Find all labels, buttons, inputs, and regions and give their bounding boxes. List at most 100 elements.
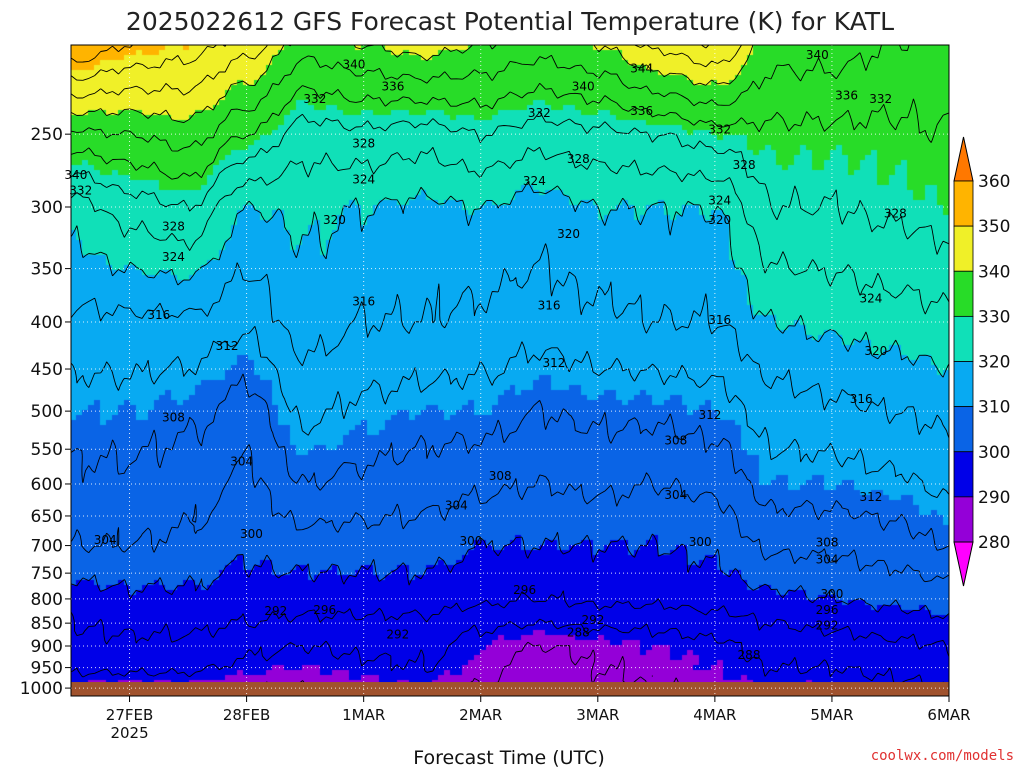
contour-line-300	[70, 532, 950, 620]
contour-label: 340	[342, 57, 365, 71]
y-tick-label: 850	[31, 614, 63, 634]
contour-label: 328	[733, 158, 756, 172]
contour-label: 316	[352, 294, 375, 308]
contour-labels: 340 332 328 324 316 312 308 304 304 300 292 296 332 3…	[64, 48, 906, 662]
contour-line-292	[70, 618, 950, 697]
y-tick-label: 250	[31, 125, 63, 145]
contour-label: 340	[64, 168, 87, 182]
plot-area: 340 332 328 324 316 312 308 304 304 300 292 296 332 3…	[64, 44, 950, 697]
contour-label: 292	[386, 628, 409, 642]
contour-label: 320	[864, 344, 887, 358]
contour-label: 312	[860, 490, 883, 504]
contour-label: 312	[699, 408, 722, 422]
contour-label: 324	[162, 250, 185, 264]
contour-label: 304	[445, 498, 468, 512]
colorbar-label: 280	[978, 533, 1010, 553]
contour-label: 324	[860, 291, 883, 305]
x-tick-label: 3MAR	[576, 706, 619, 724]
y-tick-label: 800	[31, 590, 63, 610]
y-tick-label: 700	[31, 537, 63, 557]
colorbar-arrow-top	[953, 136, 974, 182]
y-tick-label: 650	[31, 507, 63, 527]
contour-line-320	[70, 181, 950, 378]
y-tick-label: 400	[31, 313, 63, 333]
colorbar-label: 340	[978, 262, 1010, 282]
contour-label: 320	[708, 213, 731, 227]
contour-label: 308	[489, 469, 512, 483]
x-tick-label: 2MAR	[459, 706, 502, 724]
contour-label: 332	[303, 92, 326, 106]
colorbar-label: 290	[978, 488, 1010, 508]
contour-label: 288	[738, 648, 761, 662]
y-tick-label: 600	[31, 475, 63, 495]
contour-label: 328	[162, 220, 185, 234]
contour-label: 332	[869, 92, 892, 106]
contour-label: 304	[664, 488, 687, 502]
contour-line-348	[70, 44, 710, 81]
y-tick-label: 950	[31, 659, 63, 679]
contour-line-324	[70, 146, 950, 315]
y-tick-label: 500	[31, 402, 63, 422]
contour-label: 328	[884, 207, 907, 221]
contour-line-312	[70, 326, 950, 499]
contour-line-304	[70, 444, 950, 583]
contour-label: 300	[460, 534, 483, 548]
y-tick-label: 300	[31, 198, 63, 218]
y-tick-label: 450	[31, 360, 63, 380]
contour-label: 304	[230, 454, 253, 468]
contour-label: 340	[806, 48, 829, 62]
contour-label: 304	[816, 553, 839, 567]
colorbar-swatch	[953, 361, 974, 408]
chart-title: 2025022612 GFS Forecast Potential Temper…	[126, 7, 894, 36]
colorbar-label: 320	[978, 353, 1010, 373]
colorbar-label: 300	[978, 443, 1010, 463]
colorbar-label: 350	[978, 217, 1010, 237]
contour-label: 336	[630, 104, 653, 118]
y-tick-label: 750	[31, 564, 63, 584]
x-axis-label: Forecast Time (UTC)	[413, 747, 604, 768]
y-tick-label: 550	[31, 440, 63, 460]
contour-label: 316	[538, 299, 561, 313]
x-tick-label: 1MAR	[342, 706, 385, 724]
colorbar-label: 360	[978, 172, 1010, 192]
contour-label: 336	[835, 89, 858, 103]
contour-label: 308	[816, 536, 839, 550]
x-tick-label: 5MAR	[810, 706, 853, 724]
contour-label: 344	[630, 61, 653, 75]
contour-label: 300	[689, 535, 712, 549]
y-tick-label: 900	[31, 637, 63, 657]
contour-line-296	[70, 590, 950, 657]
contour-label: 336	[381, 80, 404, 94]
contour-label: 292	[264, 604, 287, 618]
colorbar-swatch	[953, 451, 974, 498]
y-tick-label: 350	[31, 260, 63, 280]
x-tick-label: 27FEB	[106, 706, 153, 724]
contour-label: 320	[557, 227, 580, 241]
credit-text: coolwx.com/models	[871, 748, 1014, 764]
contour-label: 328	[352, 137, 375, 151]
colorbar-swatch	[953, 315, 974, 362]
y-tick-label: 1000	[20, 679, 63, 699]
contour-label: 296	[313, 603, 336, 617]
colorbar: 360 350 340 330 320 310 300 290 280	[953, 136, 1010, 587]
grid-lines	[71, 45, 949, 696]
contour-line-352	[70, 44, 133, 63]
contour-label: 324	[708, 193, 731, 207]
contour-line-308	[70, 373, 950, 551]
x-tick-label: 4MAR	[693, 706, 736, 724]
contour-label: 324	[523, 174, 546, 188]
contour-label: 296	[816, 603, 839, 617]
colorbar-label: 330	[978, 307, 1010, 327]
contour-label: 328	[567, 152, 590, 166]
contour-label: 332	[708, 122, 731, 136]
contour-label: 304	[94, 533, 117, 547]
colorbar-swatch	[953, 225, 974, 272]
contour-label: 332	[528, 106, 551, 120]
colorbar-swatch	[953, 406, 974, 453]
contour-label: 296	[513, 583, 536, 597]
contour-label: 300	[820, 587, 843, 601]
contour-label: 292	[581, 613, 604, 627]
contour-line-328	[70, 111, 950, 255]
colorbar-label: 310	[978, 398, 1010, 418]
